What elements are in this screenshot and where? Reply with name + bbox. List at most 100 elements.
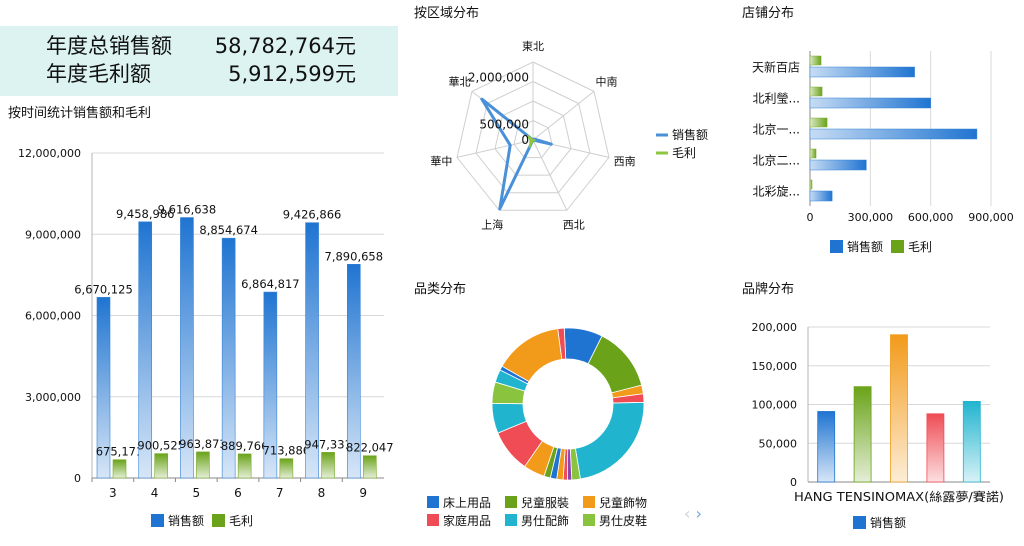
time-data-label: 900,525 [137,439,185,453]
store-bar-profit [809,148,817,159]
time-bar-sales [138,221,153,479]
brand-ytick-label: 200,000 [752,321,798,334]
kpi-gross-profit: 年度毛利额 5,912,599元 [46,60,356,88]
kpi-gross-profit-value: 5,912,599元 [228,62,356,86]
time-data-label: 822,047 [346,441,394,455]
region-grid-ring [456,61,610,211]
time-data-label: 7,890,658 [325,249,384,263]
category-legend-label: 床上用品 [443,496,491,510]
region-legend-profit-label: 毛利 [672,146,696,160]
store-bar-profit [809,117,828,128]
chevron-right-icon[interactable]: › [695,504,702,523]
time-bar-sales [305,222,319,479]
category-legend-swatch [583,514,595,526]
store-bar-profit [809,86,823,97]
brand-legend-sales-swatch [853,516,866,529]
store-bar-profit [809,179,813,190]
time-xtick-label: 5 [192,486,200,500]
brand-ytick-label: 50,000 [759,437,798,450]
category-legend-label: 兒童飾物 [599,495,647,510]
store-category-label: 北京一... [753,123,800,137]
region-axis-label: 中南 [595,75,617,88]
category-legend-swatch [505,514,517,526]
time-ytick-label: 12,000,000 [18,147,81,160]
time-bar-sales [180,217,194,479]
region-r-label: 0 [521,133,529,147]
store-chart-title: 店铺分布 [742,6,795,21]
time-data-label: 9,458,986 [116,207,175,221]
store-bar-sales [809,159,867,171]
region-axis-label: 東北 [522,40,544,53]
category-legend-swatch [427,496,439,508]
time-bar-sales [221,237,236,479]
time-xtick-label: 8 [318,486,326,500]
store-xtick-label: 600,000 [908,211,954,224]
brand-ytick-label: 0 [790,476,797,489]
region-axis-label: 華中 [430,155,452,168]
time-bar-sales [96,297,111,479]
time-data-label: 963,873 [179,437,227,451]
chevron-left-icon[interactable]: ‹ [684,504,691,523]
region-grid-ring [513,119,553,159]
store-xtick-label: 300,000 [848,211,894,224]
region-chart-title: 按区域分布 [414,6,480,21]
category-slice [574,401,645,480]
brand-bar [853,386,872,483]
time-data-label: 713,886 [263,444,311,458]
region-axis-label: 華北 [449,75,471,88]
time-legend-profit-swatch [212,514,225,527]
time-ytick-label: 9,000,000 [25,228,81,241]
brand-ytick-label: 150,000 [752,360,798,373]
brand-bar [817,411,836,483]
time-data-label: 6,670,125 [74,282,133,296]
store-xtick-label: 0 [807,211,814,224]
store-category-label: 北京二... [753,154,800,168]
brand-ytick-label: 100,000 [752,399,798,412]
store-bar-sales [809,97,931,109]
region-grid-ring [475,80,591,194]
time-xtick-label: 6 [234,486,242,500]
region-axis-label: 西南 [614,155,636,168]
kpi-total-sales: 年度总销售额 58,782,764元 [46,32,356,60]
category-legend-swatch [583,496,595,508]
brand-bar [890,334,908,483]
region-legend-sales-label: 销售额 [672,127,708,142]
time-xtick-label: 4 [151,486,159,500]
store-category-label: 北利瑩... [753,92,800,106]
store-legend-sales-swatch [830,240,843,253]
store-legend-profit-swatch [891,240,904,253]
carousel-nav: ‹ › [684,504,702,524]
time-bar-profit [279,458,294,479]
time-xtick-label: 9 [359,486,367,500]
region-series-sales [480,97,553,211]
category-legend-label: 家庭用品 [443,513,491,528]
time-chart-title: 按时间统计销售额和毛利 [8,106,152,121]
store-bar-sales [809,128,978,140]
store-legend-sales-label: 销售额 [847,239,883,254]
time-ytick-label: 3,000,000 [25,391,81,404]
brand-xlabel: HANG TENSINOMAX(絲露夢/賽諾) [794,489,1004,504]
time-bar-profit [154,453,169,479]
brand-bar [926,413,945,483]
brand-chart-title: 品牌分布 [742,282,795,297]
region-r-label: 500,000 [479,117,529,131]
time-data-label: 9,616,638 [158,203,217,217]
category-legend-label: 男仕皮鞋 [599,513,647,528]
store-category-label: 北彩旋... [753,185,800,199]
store-category-label: 天新百店 [752,60,800,75]
category-chart-title: 品类分布 [414,282,467,297]
time-legend-sales-label: 销售额 [168,513,204,528]
time-xtick-label: 7 [276,486,284,500]
time-data-label: 6,864,817 [241,277,300,291]
kpi-total-sales-value: 58,782,764元 [214,34,356,58]
region-axis-label: 西北 [563,219,585,232]
region-series-profit [526,134,536,148]
store-legend-profit-label: 毛利 [908,240,932,254]
kpi-total-sales-label: 年度总销售额 [46,34,172,58]
time-bar-profit [112,459,127,479]
category-legend-swatch [427,514,439,526]
category-slice [557,327,567,360]
region-axis-label: 上海 [481,218,503,232]
kpi-panel: 年度总销售额 58,782,764元 年度毛利额 5,912,599元 [0,26,398,96]
